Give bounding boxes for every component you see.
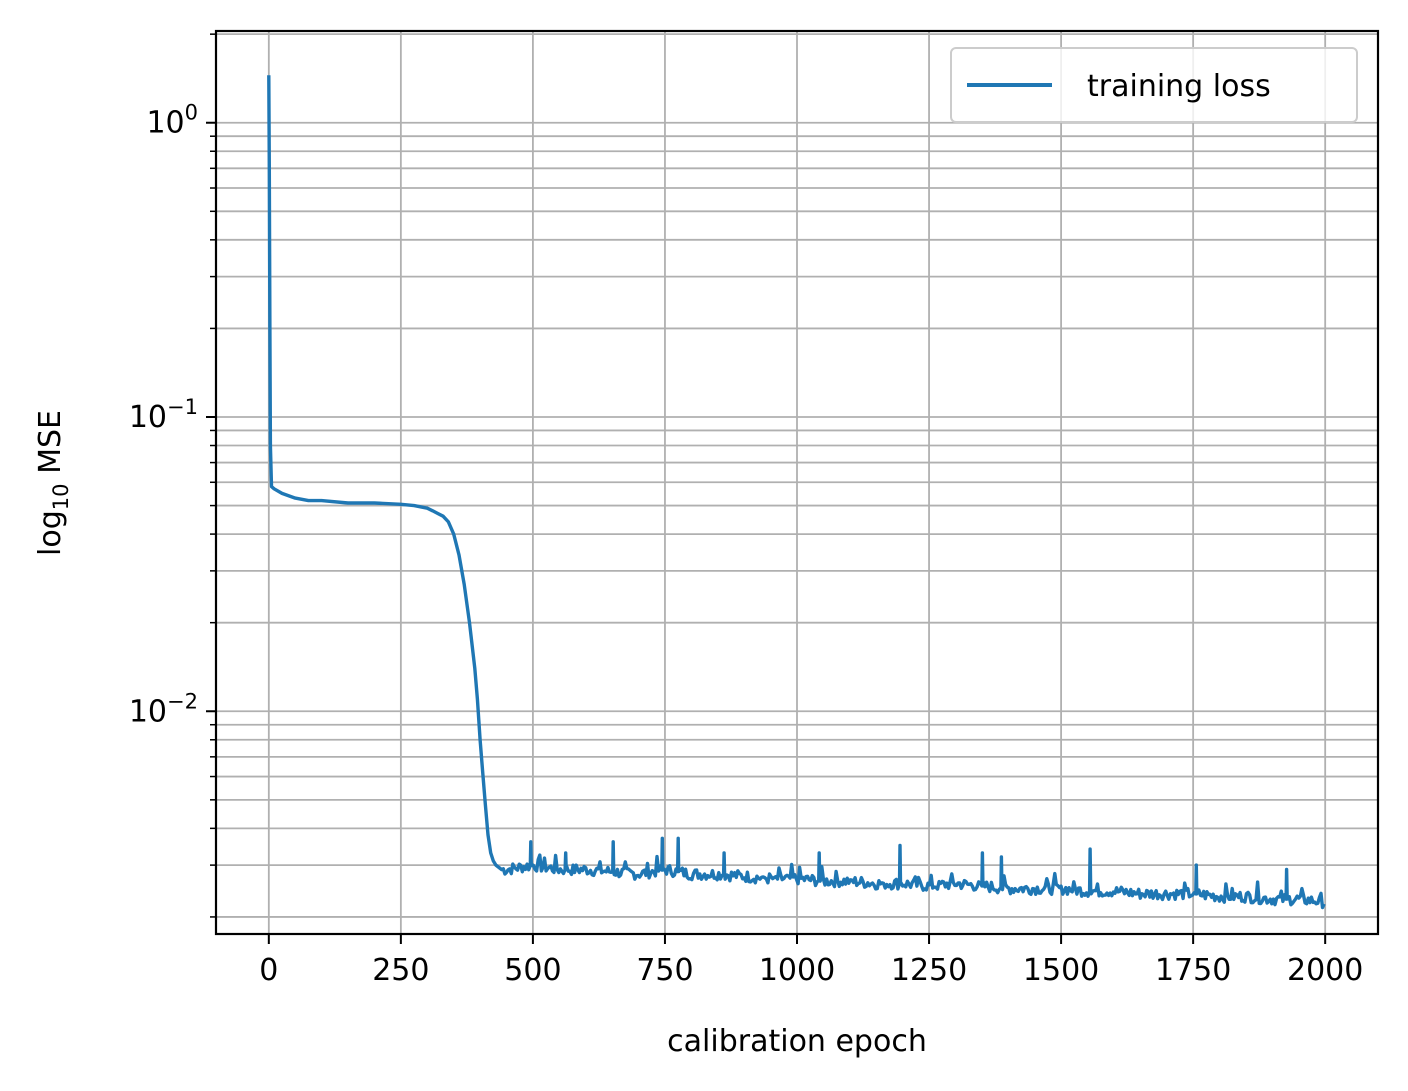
x-tick-label: 750: [636, 953, 693, 988]
grid-lines: [216, 31, 1378, 934]
x-tick-label: 500: [504, 953, 561, 988]
x-tick-label: 0: [259, 953, 278, 988]
x-tick-label: 1750: [1155, 953, 1231, 988]
x-tick-label: 1500: [1023, 953, 1099, 988]
series-layer: [267, 75, 1326, 910]
x-axis-label: calibration epoch: [667, 1024, 927, 1059]
x-tick-label: 250: [372, 953, 429, 988]
legend-label-training-loss: training loss: [1087, 69, 1271, 104]
y-axis-label: log10 MSE: [33, 410, 73, 556]
series-training-loss-line: [267, 75, 1326, 910]
legend-box: [950, 47, 1358, 123]
y-tick-label: 10−1: [129, 395, 198, 435]
x-tick-label: 2000: [1287, 953, 1363, 988]
x-tick-label: 1000: [759, 953, 835, 988]
y-tick-label: 100: [146, 101, 198, 141]
x-tick-label: 1250: [891, 953, 967, 988]
legend: training loss: [950, 47, 1358, 123]
y-tick-label: 10−2: [129, 689, 198, 729]
axis-ticks: 0 250 500 750 1000 1250 1500 1750 2000 100 10−1 10−…: [129, 33, 1363, 988]
